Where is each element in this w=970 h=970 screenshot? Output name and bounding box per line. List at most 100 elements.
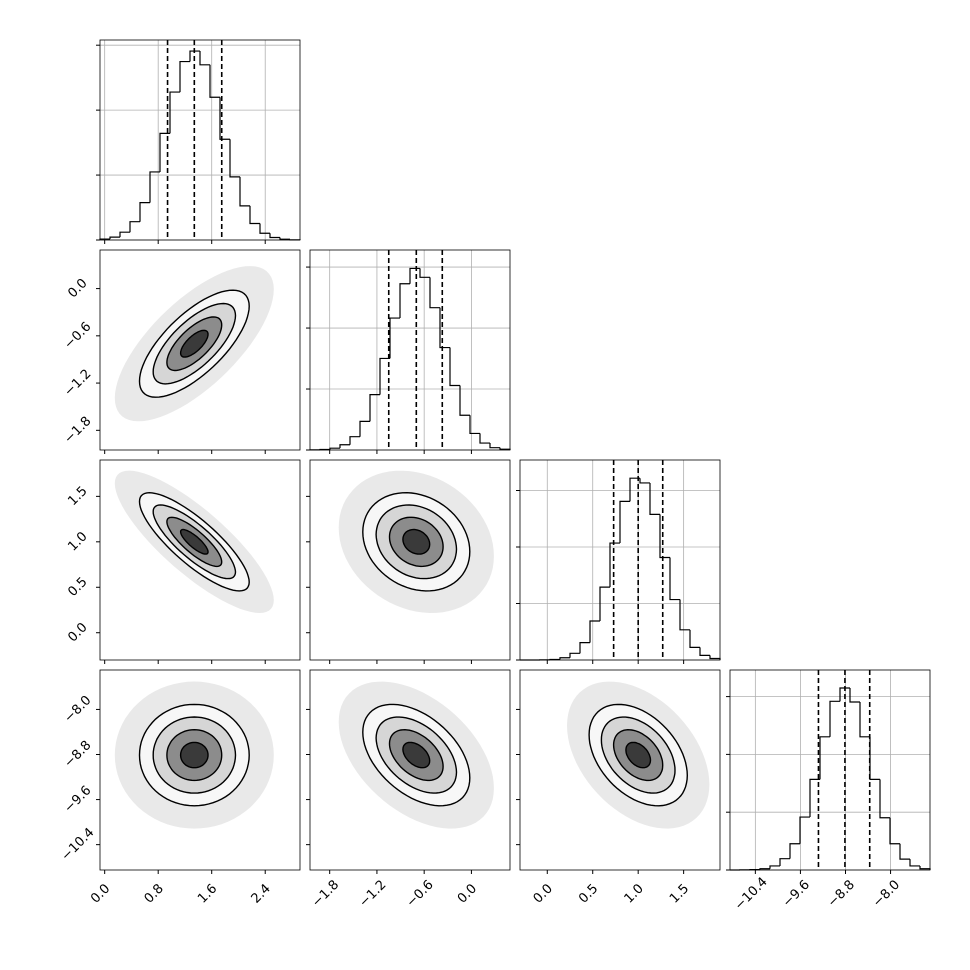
histogram-bin bbox=[759, 868, 770, 870]
histogram-bin bbox=[219, 97, 230, 140]
histogram-bin bbox=[639, 478, 650, 484]
x-tick-label: 1.6 bbox=[195, 881, 220, 906]
contour bbox=[588, 703, 689, 807]
histogram-bin bbox=[459, 385, 470, 416]
y-tick-label: −1.2 bbox=[62, 367, 95, 400]
y-tick-label: 1.0 bbox=[65, 529, 90, 554]
histogram-bin bbox=[229, 139, 240, 178]
histogram-bin bbox=[469, 415, 480, 435]
x-tick-label: 0.5 bbox=[576, 881, 601, 906]
histogram-bin bbox=[239, 176, 250, 207]
panel-frame bbox=[309, 669, 511, 871]
histogram-bin bbox=[269, 233, 280, 239]
histogram-bin bbox=[339, 444, 350, 449]
histogram-bin bbox=[359, 420, 370, 437]
histogram-bin bbox=[869, 736, 880, 780]
histogram-bin bbox=[619, 500, 630, 544]
histogram-bin bbox=[669, 557, 680, 601]
panel-frame bbox=[99, 39, 301, 241]
histogram-bin bbox=[389, 317, 400, 359]
histogram-bin bbox=[159, 132, 170, 172]
contour bbox=[179, 528, 209, 555]
histogram-bin bbox=[169, 91, 180, 134]
x-tick-label: −10.4 bbox=[732, 875, 771, 914]
density-panel bbox=[114, 470, 274, 613]
density-fill bbox=[180, 529, 208, 555]
contour bbox=[388, 728, 444, 782]
histogram-bin bbox=[449, 347, 460, 387]
histogram-bin bbox=[139, 201, 150, 222]
contour bbox=[600, 716, 676, 794]
density-panel bbox=[338, 681, 494, 829]
histogram-bin bbox=[589, 620, 600, 643]
histogram-bin bbox=[629, 477, 640, 502]
x-tick-label: 2.4 bbox=[249, 881, 274, 906]
histogram-bin bbox=[489, 443, 500, 449]
histogram-bin bbox=[709, 655, 721, 660]
contour bbox=[362, 491, 471, 592]
y-tick-label: 0.0 bbox=[65, 620, 90, 645]
histogram-bin bbox=[559, 657, 570, 660]
histogram-bin bbox=[649, 482, 660, 515]
histogram-bin bbox=[419, 268, 430, 278]
histogram-bin bbox=[129, 221, 140, 233]
y-tick-label: −0.6 bbox=[62, 319, 95, 352]
density-fill bbox=[180, 742, 208, 768]
y-tick-label: 0.0 bbox=[65, 276, 90, 301]
histogram-bin bbox=[599, 586, 610, 622]
contour bbox=[388, 516, 444, 568]
histogram-bin bbox=[789, 843, 800, 859]
histogram-bin bbox=[199, 51, 210, 66]
histogram-bin bbox=[909, 859, 920, 867]
histogram-bin bbox=[179, 60, 190, 93]
x-tick-label: −1.8 bbox=[309, 878, 342, 911]
x-tick-label: 0.0 bbox=[455, 881, 480, 906]
contour bbox=[375, 716, 458, 794]
histogram-bin bbox=[919, 865, 931, 870]
histogram-bin bbox=[379, 357, 390, 395]
histogram-bin bbox=[809, 778, 820, 818]
histogram-bin bbox=[439, 307, 450, 349]
y-tick-label: −8.8 bbox=[62, 738, 95, 771]
density-panel bbox=[338, 470, 494, 613]
histogram-bin bbox=[819, 736, 830, 780]
contour bbox=[152, 716, 237, 794]
density-panel bbox=[114, 266, 274, 422]
contour bbox=[138, 491, 250, 592]
y-tick-label: −8.0 bbox=[62, 693, 95, 726]
histogram-bin bbox=[279, 237, 290, 240]
x-tick-label: 1.0 bbox=[622, 881, 647, 906]
histogram-bin bbox=[259, 223, 270, 234]
panel-frame bbox=[519, 669, 721, 871]
histogram-bin bbox=[659, 514, 670, 559]
x-tick-label: −8.8 bbox=[825, 878, 858, 911]
histogram-bin bbox=[369, 394, 380, 422]
y-tick-label: −1.8 bbox=[62, 414, 95, 447]
contour bbox=[402, 528, 431, 555]
x-tick-label: −8.0 bbox=[870, 878, 903, 911]
contour bbox=[375, 504, 458, 580]
x-tick-label: 0.0 bbox=[88, 881, 113, 906]
y-tick-label: −9.6 bbox=[62, 783, 95, 816]
x-tick-label: 0.0 bbox=[531, 881, 556, 906]
histogram-bin bbox=[849, 688, 860, 703]
histogram-bin bbox=[829, 700, 840, 737]
panel-frame bbox=[309, 459, 511, 661]
histogram-bin bbox=[799, 816, 810, 844]
density-fill bbox=[180, 330, 208, 358]
histogram-bin bbox=[699, 647, 710, 656]
histogram-bin bbox=[249, 205, 260, 225]
histogram-bin bbox=[779, 858, 790, 866]
panel-frame bbox=[99, 249, 301, 451]
density-fill bbox=[402, 529, 430, 555]
contour bbox=[152, 302, 237, 385]
x-tick-label: −1.2 bbox=[356, 878, 389, 911]
histogram-bin bbox=[329, 447, 340, 450]
histogram-bin bbox=[409, 267, 420, 284]
histogram-bin bbox=[609, 542, 620, 588]
density-panel bbox=[567, 681, 710, 829]
histogram-bin bbox=[569, 652, 580, 658]
contour bbox=[152, 504, 237, 580]
histogram-bin bbox=[769, 865, 780, 869]
